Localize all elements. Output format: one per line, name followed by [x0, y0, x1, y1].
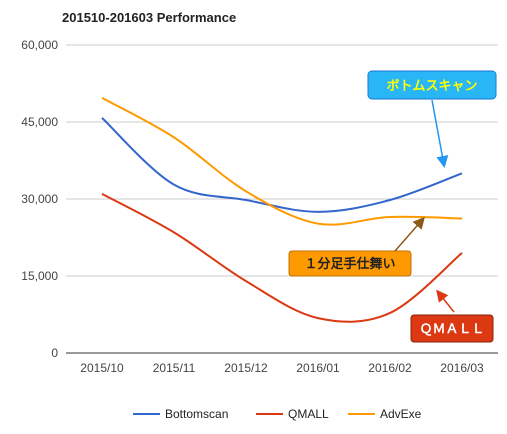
x-tick-label: 2015/12	[224, 361, 268, 375]
series-lines	[101, 96, 463, 323]
y-tick-label: 30,000	[21, 192, 58, 206]
callout-arrow-bottomscan	[431, 99, 449, 168]
legend-item-advexe[interactable]: AdvExe	[348, 407, 422, 421]
y-tick-label: 0	[51, 346, 58, 360]
callout-arrow-qmall	[436, 289, 455, 313]
callout-box-qmall	[410, 314, 494, 343]
y-axis-ticks: 0 15,000 30,000 45,000 60,000	[21, 38, 58, 360]
x-tick-label: 2016/01	[296, 361, 340, 375]
callout-arrow-advexe	[394, 216, 425, 252]
callout-box-bottomscan	[367, 70, 497, 100]
x-tick-label: 2016/02	[368, 361, 412, 375]
legend-label-qmall: QMALL	[288, 407, 329, 421]
callout-bottomscan: ボトムスキャン	[367, 70, 497, 168]
x-axis-ticks: 2015/10 2015/11 2015/12 2016/01 2016/02 2016/…	[80, 361, 484, 375]
x-tick-label: 2015/10	[80, 361, 124, 375]
x-tick-label: 2015/11	[153, 361, 196, 375]
x-tick-label: 2016/03	[440, 361, 484, 375]
chart-title: 201510-201603 Performance	[62, 10, 236, 25]
series-line-bottomscan	[101, 117, 463, 213]
legend-label-bottomscan: Bottomscan	[165, 407, 228, 421]
callout-box-advexe	[288, 250, 412, 277]
callout-label-qmall: ＱＭＡＬＬ	[419, 321, 484, 336]
callout-label-bottomscan: ボトムスキャン	[386, 78, 477, 93]
callout-qmall: ＱＭＡＬＬ	[410, 289, 494, 343]
legend-item-qmall[interactable]: QMALL	[256, 407, 329, 421]
series-line-advexe	[101, 96, 463, 226]
callout-advexe: １分足手仕舞い	[288, 216, 425, 277]
legend: Bottomscan QMALL AdvExe	[133, 407, 422, 421]
gridlines	[66, 44, 498, 354]
y-tick-label: 15,000	[21, 269, 58, 283]
legend-item-bottomscan[interactable]: Bottomscan	[133, 407, 228, 421]
y-tick-label: 45,000	[21, 115, 58, 129]
callout-label-advexe: １分足手仕舞い	[304, 256, 395, 271]
legend-label-advexe: AdvExe	[380, 407, 422, 421]
y-tick-label: 60,000	[21, 38, 58, 52]
series-line-qmall	[101, 192, 463, 323]
